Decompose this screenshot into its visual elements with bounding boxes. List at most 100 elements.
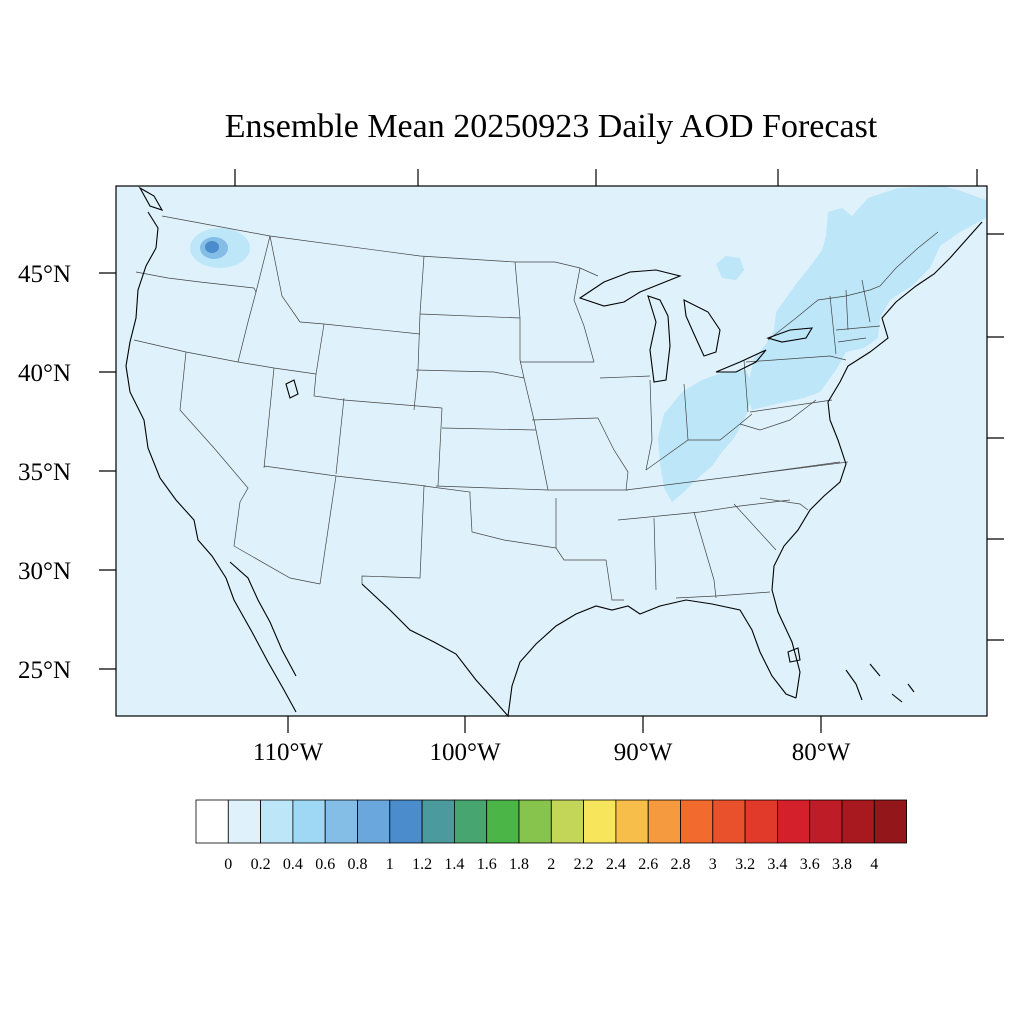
- nd-mn-border: [514, 261, 525, 379]
- aod-field-layer: [190, 186, 986, 502]
- colorbar-swatch: [680, 799, 714, 844]
- oh-pa-border: [743, 359, 749, 413]
- nd-sd-border: [419, 313, 521, 319]
- pa-md-border: [749, 399, 833, 413]
- nc-sc-border: [759, 497, 809, 511]
- colorbar-label: 0.2: [251, 856, 271, 873]
- colorbar-label: 0.8: [348, 856, 368, 873]
- west-coast: [125, 211, 297, 713]
- co-ks-border: [437, 407, 443, 487]
- colorbar-swatch: [712, 799, 746, 844]
- colorbar-swatch: [550, 799, 584, 844]
- great-salt-lake: [285, 379, 299, 399]
- mt-nd-border: [419, 255, 425, 315]
- colorbar-swatch: [841, 799, 875, 844]
- lon-label-100w: 100°W: [429, 739, 500, 766]
- colorbar-swatch: [809, 799, 843, 844]
- michigan-haze: [716, 256, 744, 280]
- ny-vt-border: [829, 295, 837, 355]
- baja-peninsula: [229, 561, 297, 677]
- vancouver-island: [138, 186, 164, 211]
- colorbar-swatch: [260, 799, 294, 844]
- tn-south-border: [617, 499, 791, 521]
- ar-la-border: [555, 498, 606, 561]
- ut-co-border: [335, 397, 345, 475]
- colorbar-swatch: [486, 799, 520, 844]
- az-nm-line: [319, 475, 337, 585]
- lon-label-110w: 110°W: [253, 739, 324, 766]
- colorbar-swatch: [873, 799, 907, 844]
- colorbar-label: 2.4: [606, 856, 626, 873]
- colorbar-swatch: [777, 799, 811, 844]
- lake-huron: [683, 299, 721, 357]
- colorbar-label: 0: [224, 856, 232, 873]
- wi-il-border: [599, 375, 651, 379]
- colorbar-swatch: [389, 799, 423, 844]
- wa-or-border: [135, 271, 255, 289]
- colorbar-label: 2.2: [574, 856, 594, 873]
- colorbar-label: 2.6: [638, 856, 658, 873]
- ok-panhandle: [423, 485, 471, 496]
- northeast-haze: [748, 186, 986, 410]
- vt-nh-border: [845, 289, 849, 331]
- ky-border: [645, 413, 753, 471]
- lake-okeechobee: [787, 647, 801, 663]
- colorbar-label: 2.8: [671, 856, 691, 873]
- colorbar-label: 3: [709, 856, 717, 873]
- colorbar-swatch: [453, 799, 488, 844]
- lon-label-90w: 90°W: [614, 739, 673, 766]
- va-nc-border: [737, 461, 841, 477]
- colorbar-swatch: [518, 799, 552, 844]
- colorbar-label: 0.4: [283, 856, 303, 873]
- colorbar-label: 1.4: [444, 856, 464, 873]
- colorbar-swatch: [421, 799, 455, 844]
- florida-east-coast: [771, 221, 983, 699]
- gulf-coast: [361, 583, 797, 718]
- ia-mo-border: [531, 417, 599, 421]
- ne-ia-border: [523, 377, 537, 431]
- lake-superior: [578, 269, 682, 307]
- lake-erie: [715, 349, 767, 373]
- colorbar: 0 0.2 0.4 0.6 0.8 1 1.2 1.4 1.6 1.8 2 2.2 2.4 2.6 2.8 3…: [195, 799, 907, 873]
- colorbar-label: 1.2: [412, 856, 432, 873]
- map-title: Ensemble Mean 20250923 Daily AOD Forecas…: [224, 108, 878, 145]
- mn-wi-border: [573, 267, 595, 363]
- colorbar-swatch: [744, 799, 778, 844]
- colorbar-label: 2: [547, 856, 555, 873]
- sd-ne-border: [415, 369, 525, 379]
- lat-label-25n: 25°N: [18, 657, 71, 684]
- colorbar-swatch: [357, 799, 391, 844]
- ne-ks-border: [441, 427, 537, 431]
- colorbar-swatch: [195, 799, 229, 844]
- colorbar-swatch: [227, 799, 262, 844]
- ma-border: [835, 325, 881, 331]
- ga-sc-border: [733, 503, 777, 551]
- lake-michigan: [647, 295, 671, 383]
- colorbar-swatch: [292, 799, 326, 844]
- lon-label-80w: 80°W: [792, 739, 851, 766]
- or-id-border: [237, 291, 257, 363]
- la-ms-border: [605, 559, 624, 601]
- coastlines: [125, 186, 983, 718]
- nm-tx-border: [361, 485, 425, 584]
- colorbar-swatch: [324, 799, 358, 844]
- bahamas: [845, 663, 915, 703]
- colorbar-label: 1.8: [509, 856, 529, 873]
- washington-smoke-plume: [205, 241, 219, 253]
- lat-label-35n: 35°N: [18, 459, 71, 486]
- al-ga-border: [693, 511, 717, 599]
- in-oh-border: [683, 383, 689, 441]
- lat-label-40n: 40°N: [18, 360, 71, 387]
- colorbar-label: 0.6: [315, 856, 335, 873]
- colorbar-label: 3.8: [832, 856, 852, 873]
- lat-label-45n: 45°N: [18, 261, 71, 288]
- colorbar-swatch: [615, 799, 649, 844]
- colorbar-label: 3.4: [767, 856, 787, 873]
- nh-me-border: [861, 279, 871, 323]
- colorbar-label: 3.2: [735, 856, 755, 873]
- lake-ontario: [766, 327, 814, 343]
- state-borders: [133, 215, 939, 601]
- colorbar-label: 1.6: [477, 856, 497, 873]
- wv-va-border: [739, 399, 817, 431]
